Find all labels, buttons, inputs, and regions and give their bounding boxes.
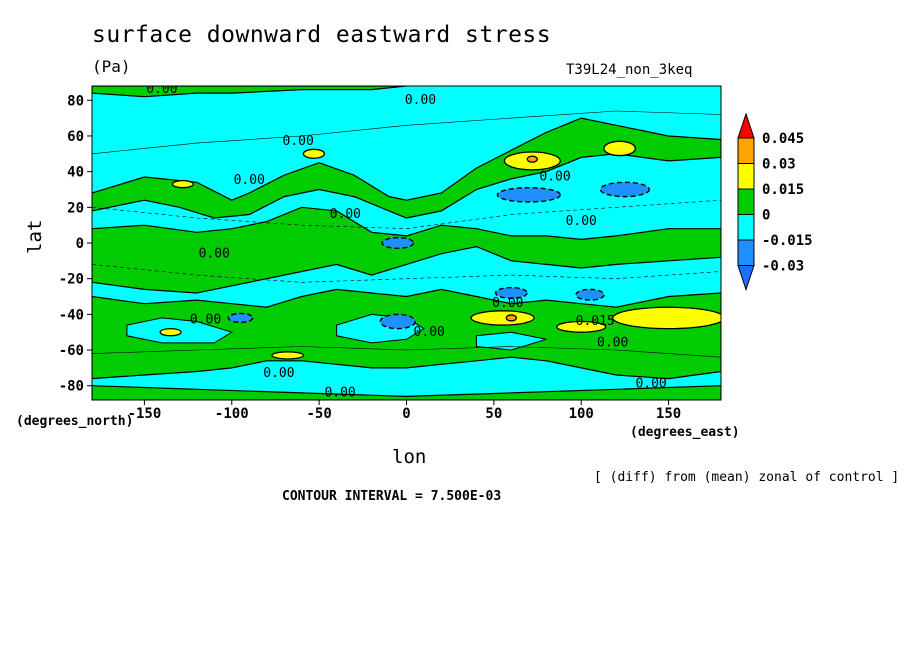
x-tick-label: -100	[215, 406, 249, 422]
contour-label: 0.00	[146, 82, 177, 97]
x-tick-label: 0	[402, 406, 410, 422]
region-neg-4	[575, 288, 605, 301]
colorbar-segment	[737, 163, 755, 190]
x-tick-label: 100	[569, 406, 594, 422]
region-pos-1	[92, 206, 721, 294]
colorbar-label: 0	[762, 208, 770, 224]
y-tick-label: -20	[59, 272, 84, 288]
contour-label: 0.00	[539, 170, 570, 185]
region-pos-yellow-5	[612, 306, 721, 330]
colorbar-label: 0.045	[762, 131, 804, 147]
contour-label: 0.00	[199, 246, 230, 261]
contour-interval: CONTOUR INTERVAL = 7.500E-03	[282, 489, 502, 504]
contour-label: 0.00	[263, 366, 294, 381]
contour-label: 0.00	[283, 134, 314, 149]
y-tick-label: -60	[59, 343, 84, 359]
y-tick-label: 80	[67, 93, 84, 109]
contour-label: 0.00	[190, 312, 221, 327]
region-neg-6	[227, 312, 254, 324]
contour-label: 0.00	[566, 214, 597, 229]
x-tick-label: 150	[656, 406, 681, 422]
contour-label: 0.00	[324, 385, 355, 400]
colorbar-arrow-low	[737, 265, 755, 292]
region-neg-2	[381, 236, 415, 250]
contour-label: 0.00	[492, 296, 523, 311]
contour-label: 0.00	[234, 173, 265, 188]
colorbar-segment	[737, 214, 755, 241]
x-tick-label: -50	[306, 406, 331, 422]
contour-line-1	[92, 264, 721, 283]
region-pos-orange-0	[526, 155, 538, 163]
y-axis-label: lat	[24, 219, 46, 254]
x-tick-label: -150	[128, 406, 162, 422]
region-pos-yellow-3	[171, 179, 194, 189]
y-tick-label: 0	[76, 236, 84, 252]
contour-field: 0.00 0.00 0.00 0.00 0.00 0.00 0.00 0.00 0.00 0.00…	[92, 82, 721, 400]
region-neg-5	[379, 313, 416, 330]
region-neg-1	[599, 181, 651, 198]
colorbar-label: 0.03	[762, 157, 796, 173]
region-pos-yellow-1	[603, 140, 637, 157]
region-pos-yellow-2	[302, 148, 326, 159]
contour-label: 0.00	[330, 207, 361, 222]
colorbar: -0.03 -0.015 0 0.015 0.03 0.045	[737, 112, 813, 292]
y-tick-label: 40	[67, 165, 84, 181]
colorbar-segment	[737, 137, 755, 164]
region-pos-3	[92, 86, 407, 98]
contour-label: 0.015	[576, 314, 615, 329]
colorbar-segment	[737, 239, 755, 266]
region-pos-4	[92, 385, 721, 400]
diff-note: [ (diff) from (mean) zonal of control ]	[594, 470, 900, 485]
chart-units: (Pa)	[92, 57, 131, 76]
y-tick-label: 60	[67, 129, 84, 145]
colorbar-label: -0.03	[762, 259, 804, 275]
region-pos-yellow-6	[556, 320, 607, 333]
region-pos-yellow-7	[159, 327, 182, 337]
contour-label: 0.00	[635, 377, 666, 392]
y-tick-label: -80	[59, 379, 84, 395]
region-pos-0	[92, 117, 721, 219]
colorbar-label: 0.015	[762, 182, 804, 198]
contour-label: 0.00	[597, 335, 628, 350]
contour-label: 0.00	[405, 93, 436, 108]
colorbar-label: -0.015	[762, 233, 813, 249]
contour-label: 0.00	[414, 325, 445, 340]
chart-title: surface downward eastward stress	[92, 22, 552, 48]
region-pos-yellow-4	[470, 310, 535, 326]
region-neg-3	[494, 286, 528, 300]
y-tick-label: 20	[67, 200, 84, 216]
region-pos-yellow-8	[271, 351, 305, 360]
x-tick-label: 50	[485, 406, 502, 422]
y-tick-label: -40	[59, 307, 84, 323]
x-axis-unit: (degrees_east)	[630, 425, 740, 440]
contour-line-3	[92, 199, 721, 230]
run-name: T39L24_non_3keq	[566, 62, 693, 78]
colorbar-segment	[737, 188, 755, 215]
region-neg-hole-2	[475, 331, 547, 351]
y-axis-unit: (degrees_north)	[16, 414, 134, 429]
x-axis-label: lon	[392, 446, 427, 468]
colorbar-arrow-high	[737, 112, 755, 139]
region-neg-0	[496, 186, 561, 203]
contour-line-0	[92, 110, 721, 155]
axes: -150 -100 -50 0 50 100 150 -80 -60 -40 -20 0 20 40 60 8…	[59, 85, 722, 422]
region-pos-orange-1	[505, 314, 517, 322]
contour-line-2	[92, 346, 721, 358]
